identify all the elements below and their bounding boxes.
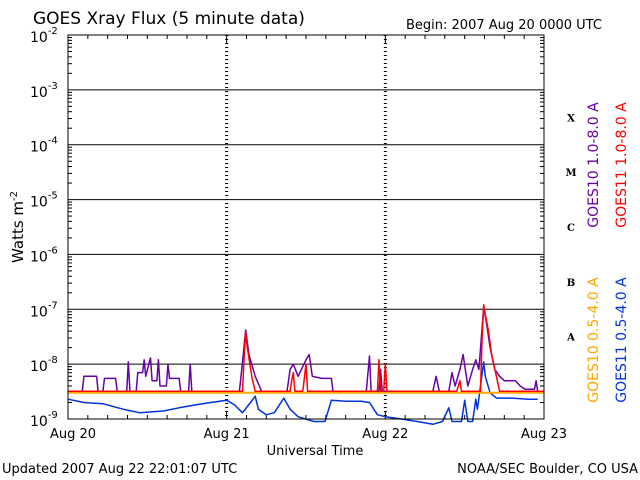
legend-entry: GOES11 1.0-8.0 A bbox=[614, 102, 630, 228]
flare-class-labels: X M C B A bbox=[565, 113, 576, 343]
y-tick-exponent: -4 bbox=[48, 136, 58, 147]
y-tick-labels: 10-210-310-410-510-610-710-810-9 bbox=[30, 26, 58, 430]
legend-label: GOES10 1.0-8.0 A bbox=[586, 102, 602, 228]
y-tick-label: 10-7 bbox=[30, 300, 58, 320]
y-tick-exponent: -3 bbox=[48, 81, 58, 92]
y-tick-base: 10 bbox=[30, 85, 48, 101]
series-line bbox=[67, 361, 538, 426]
flare-class-label: M bbox=[565, 168, 576, 179]
y-tick-base: 10 bbox=[30, 304, 48, 320]
legend-label: GOES11 0.5-4.0 A bbox=[614, 277, 630, 403]
legend-entry: GOES10 0.5-4.0 A bbox=[586, 277, 602, 403]
y-tick-label: 10-5 bbox=[30, 191, 58, 211]
y-tick-label: 10-6 bbox=[30, 245, 58, 265]
svg-text:Watts m-2: Watts m-2 bbox=[9, 191, 27, 263]
y-tick-label: 10-2 bbox=[30, 26, 58, 46]
y-tick-base: 10 bbox=[30, 249, 48, 265]
x-tick-label: Aug 20 bbox=[50, 427, 96, 442]
legend: GOES10 1.0-8.0 A GOES11 1.0-8.0 A GOES10 0… bbox=[586, 102, 630, 403]
source-credit: NOAA/SEC Boulder, CO USA bbox=[457, 462, 638, 477]
y-tick-base: 10 bbox=[30, 195, 48, 211]
x-axis-label: Universal Time bbox=[267, 444, 364, 459]
y-tick-base: 10 bbox=[30, 30, 48, 46]
series-line bbox=[68, 306, 539, 393]
plot-frame bbox=[67, 34, 545, 420]
y-tick-base: 10 bbox=[30, 359, 48, 375]
y-tick-base: 10 bbox=[30, 140, 48, 156]
begin-label: Begin: 2007 Aug 20 0000 UTC bbox=[406, 18, 602, 33]
y-tick-exponent: -7 bbox=[48, 300, 58, 311]
x-tick-label: Aug 21 bbox=[204, 427, 250, 442]
y-tick-exponent: -8 bbox=[48, 355, 58, 366]
flare-class-label: C bbox=[567, 223, 575, 234]
legend-entry: GOES11 0.5-4.0 A bbox=[614, 277, 630, 403]
chart-title: GOES Xray Flux (5 minute data) bbox=[33, 9, 305, 29]
y-axis-label-exponent: -2 bbox=[9, 191, 20, 201]
updated-timestamp: Updated 2007 Aug 22 22:01:07 UTC bbox=[2, 462, 237, 477]
flare-class-label: X bbox=[567, 113, 575, 124]
legend-label: GOES10 0.5-4.0 A bbox=[586, 277, 602, 403]
flux-series bbox=[67, 304, 544, 426]
plot-grid bbox=[67, 35, 545, 419]
legend-label: GOES11 1.0-8.0 A bbox=[614, 102, 630, 228]
y-tick-base: 10 bbox=[30, 414, 48, 430]
y-tick-exponent: -9 bbox=[48, 410, 58, 421]
x-tick-label: Aug 23 bbox=[521, 427, 567, 442]
flare-class-label: A bbox=[566, 333, 575, 344]
y-tick-exponent: -2 bbox=[48, 26, 58, 37]
y-axis-label-text: Watts m bbox=[9, 201, 27, 263]
flare-class-label: B bbox=[567, 278, 575, 289]
y-tick-exponent: -5 bbox=[48, 191, 58, 202]
x-tick-labels: Aug 20 Aug 21 Aug 22 Aug 23 bbox=[50, 427, 567, 442]
legend-entry: GOES10 1.0-8.0 A bbox=[586, 102, 602, 228]
y-tick-label: 10-4 bbox=[30, 136, 58, 156]
y-tick-exponent: -6 bbox=[48, 245, 58, 256]
x-tick-label: Aug 22 bbox=[362, 427, 408, 442]
y-tick-label: 10-9 bbox=[30, 410, 58, 430]
y-tick-label: 10-8 bbox=[30, 355, 58, 375]
y-tick-label: 10-3 bbox=[30, 81, 58, 101]
series-line bbox=[68, 304, 544, 393]
y-axis-label: Watts m-2 bbox=[9, 191, 27, 263]
